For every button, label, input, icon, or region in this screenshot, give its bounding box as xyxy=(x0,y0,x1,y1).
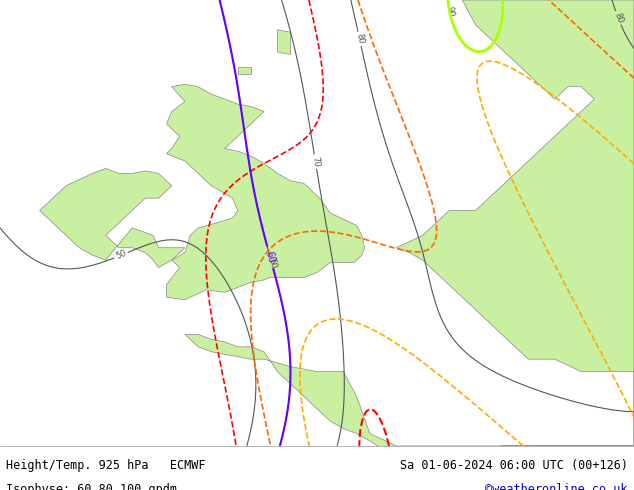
Text: 70: 70 xyxy=(310,156,321,168)
Polygon shape xyxy=(238,67,251,74)
Text: 60: 60 xyxy=(266,257,278,270)
Text: ©weatheronline.co.uk: ©weatheronline.co.uk xyxy=(485,483,628,490)
Text: 90: 90 xyxy=(444,6,455,18)
Text: Isophyse: 60 80 100 gpdm: Isophyse: 60 80 100 gpdm xyxy=(6,483,178,490)
Polygon shape xyxy=(185,334,528,471)
Polygon shape xyxy=(166,84,365,300)
Text: Height/Temp. 925 hPa   ECMWF: Height/Temp. 925 hPa ECMWF xyxy=(6,459,206,472)
Text: Sa 01-06-2024 06:00 UTC (00+126): Sa 01-06-2024 06:00 UTC (00+126) xyxy=(399,459,628,472)
Text: 60: 60 xyxy=(264,250,276,265)
Polygon shape xyxy=(278,30,290,54)
Text: 50: 50 xyxy=(115,249,127,261)
Text: 80: 80 xyxy=(354,33,365,45)
Polygon shape xyxy=(39,169,185,268)
Polygon shape xyxy=(396,0,634,446)
Text: 80: 80 xyxy=(612,11,624,24)
